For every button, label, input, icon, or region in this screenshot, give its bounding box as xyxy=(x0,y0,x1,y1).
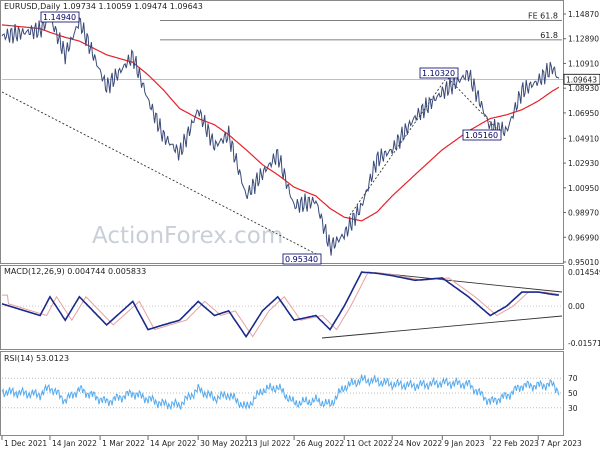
macd-tick-label: -0.015712 xyxy=(568,339,600,348)
date-tick-label: 1 Dec 2021 xyxy=(4,439,47,448)
rsi-panel-frame xyxy=(0,351,564,436)
rsi-line xyxy=(1,374,560,411)
price-panel-frame xyxy=(0,0,564,264)
price-tick-label: 1.12890 xyxy=(568,35,599,44)
macd-tick-label: 0.014549 xyxy=(568,268,600,277)
pivot-label: 0.95340 xyxy=(285,255,318,264)
macd-panel-frame xyxy=(0,265,564,350)
axis-labels: 1 Dec 2021 14 Jan 2022 1 Mar 2022 14 Apr 20… xyxy=(1,10,600,448)
rsi-series xyxy=(1,374,560,411)
fib-level-label: FE 61.8 xyxy=(528,11,558,20)
last-price-box xyxy=(563,73,600,85)
date-tick-label: 30 May 2022 xyxy=(200,439,249,448)
date-tick-label: 13 Jul 2022 xyxy=(248,439,291,448)
price-tick-label: 0.95010 xyxy=(568,258,599,267)
pivot-label: 1.05160 xyxy=(465,131,498,140)
macd-line xyxy=(1,271,559,339)
date-tick-label: 26 Aug 2022 xyxy=(296,439,344,448)
rsi-tick-label: 50 xyxy=(568,389,578,398)
price-tick-label: 1.08930 xyxy=(568,84,599,93)
rsi-header: RSI(14) 53.0123 xyxy=(4,354,69,363)
price-tick-label: 1.06950 xyxy=(568,109,599,118)
price-tick-label: 1.02930 xyxy=(568,159,599,168)
pivot-label: 1.10320 xyxy=(422,69,455,78)
price-tick-label: 1.10910 xyxy=(568,59,599,68)
price-tick-label: 1.00950 xyxy=(568,184,599,193)
grid-lines xyxy=(2,20,563,409)
price-annotations: 1.14940 1.10320 1.05160 0.95340 xyxy=(40,11,502,265)
date-tick-label: 7 Apr 2023 xyxy=(540,439,582,448)
macd-tick-label: 0.00 xyxy=(568,302,585,311)
date-tick-label: 22 Feb 2023 xyxy=(492,439,539,448)
price-tick-label: 0.96990 xyxy=(568,233,599,242)
last-price-label: 1.09643 xyxy=(566,75,597,84)
macd-signal-line xyxy=(2,271,559,338)
date-tick-label: 14 Apr 2022 xyxy=(150,439,197,448)
macd-header: MACD(12,26,9) 0.004744 0.005833 xyxy=(4,267,146,276)
macd-lower-trendline xyxy=(321,315,563,339)
watermark-text: ActionForex.com xyxy=(92,223,283,249)
date-tick-label: 24 Nov 2022 xyxy=(394,439,442,448)
date-tick-label: 9 Jan 2023 xyxy=(444,439,484,448)
dotted-correction-line xyxy=(444,74,501,133)
macd-upper-trendline xyxy=(377,272,563,293)
price-tick-label: 1.14870 xyxy=(568,10,599,19)
macd-series xyxy=(1,271,563,339)
pivot-label-box xyxy=(419,67,459,79)
date-tick-label: 14 Jan 2022 xyxy=(52,439,97,448)
rsi-tick-label: 70 xyxy=(568,374,578,383)
price-header: EURUSD,Daily 1.09734 1.10059 1.09474 1.0… xyxy=(4,2,203,11)
pivot-label-box xyxy=(282,253,322,265)
pivot-label-box xyxy=(40,11,80,23)
pivot-label: 1.14940 xyxy=(43,13,76,22)
price-tick-label: 0.98970 xyxy=(568,209,599,218)
fib-level-label: 61.8 xyxy=(540,31,558,40)
price-tick-label: 1.04910 xyxy=(568,134,599,143)
moving-average-line xyxy=(1,24,560,222)
date-tick-label: 1 Mar 2022 xyxy=(102,439,145,448)
date-tick-label: 11 Oct 2022 xyxy=(346,439,393,448)
rsi-tick-label: 30 xyxy=(568,404,578,413)
pivot-label-box xyxy=(462,129,502,141)
price-line xyxy=(1,16,560,256)
